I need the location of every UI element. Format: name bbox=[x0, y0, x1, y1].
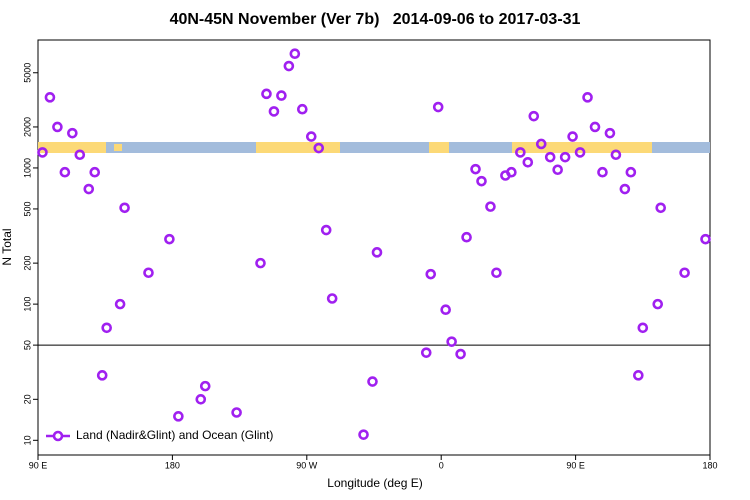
data-point bbox=[552, 164, 563, 176]
y-tick-label: 50 bbox=[22, 340, 32, 350]
land-strip bbox=[256, 142, 340, 153]
y-tick-label: 100 bbox=[22, 297, 32, 312]
x-axis-label: Longitude (deg E) bbox=[327, 476, 422, 490]
data-point bbox=[582, 92, 593, 103]
data-point bbox=[625, 166, 637, 178]
land-strip bbox=[114, 144, 122, 151]
data-point bbox=[420, 347, 432, 358]
data-point bbox=[320, 224, 332, 236]
data-point bbox=[655, 202, 667, 214]
data-point bbox=[297, 103, 308, 115]
land-strip bbox=[429, 142, 449, 153]
legend-marker bbox=[52, 430, 64, 442]
data-point bbox=[44, 92, 56, 103]
data-point bbox=[114, 298, 126, 310]
data-point bbox=[268, 106, 280, 117]
chart-title: 40N-45N November (Ver 7b) 2014-09-06 to … bbox=[170, 11, 581, 28]
data-point bbox=[199, 380, 211, 392]
data-point bbox=[567, 131, 578, 142]
data-point bbox=[633, 370, 644, 381]
data-point bbox=[679, 267, 690, 279]
y-tick-label: 20 bbox=[22, 394, 32, 404]
data-point bbox=[535, 138, 547, 150]
y-tick-label: 500 bbox=[22, 201, 32, 216]
data-point bbox=[432, 101, 444, 113]
data-point bbox=[283, 60, 295, 72]
data-point bbox=[289, 48, 301, 60]
data-point bbox=[358, 429, 369, 440]
data-point bbox=[261, 88, 272, 100]
data-point bbox=[506, 166, 517, 178]
land-ocean-strip bbox=[38, 142, 710, 153]
data-point bbox=[195, 394, 207, 405]
data-point bbox=[305, 131, 317, 142]
y-tick-label: 5000 bbox=[22, 63, 32, 83]
x-tick-label: 180 bbox=[702, 460, 717, 470]
data-point bbox=[470, 163, 481, 175]
data-point bbox=[544, 151, 556, 163]
y-tick-label: 2000 bbox=[22, 117, 32, 137]
data-point bbox=[604, 127, 616, 139]
data-point bbox=[83, 183, 95, 195]
plot-frame bbox=[37, 39, 711, 456]
data-point bbox=[559, 151, 571, 163]
data-point bbox=[67, 127, 78, 139]
data-point bbox=[446, 336, 457, 347]
data-point bbox=[326, 293, 338, 304]
data-point bbox=[276, 90, 287, 101]
data-point bbox=[119, 202, 130, 214]
data-point bbox=[74, 149, 86, 161]
data-point bbox=[440, 304, 451, 316]
x-tick-label: 180 bbox=[165, 460, 180, 470]
data-point bbox=[610, 149, 622, 161]
data-point bbox=[455, 348, 466, 360]
data-point bbox=[173, 411, 184, 422]
data-point bbox=[515, 147, 526, 158]
data-point bbox=[52, 121, 63, 133]
data-point bbox=[528, 110, 540, 122]
data-point bbox=[96, 370, 108, 381]
data-point bbox=[597, 166, 608, 178]
y-axis-label: N Total bbox=[0, 228, 14, 265]
x-tick-label: 90 E bbox=[29, 460, 48, 470]
legend-text: Land (Nadir&Glint) and Ocean (Glint) bbox=[76, 428, 273, 442]
x-tick-label: 90 E bbox=[566, 460, 585, 470]
data-point bbox=[522, 157, 534, 168]
data-point bbox=[371, 247, 383, 258]
data-point bbox=[574, 147, 586, 158]
data-point bbox=[637, 322, 649, 334]
y-tick-label: 1000 bbox=[22, 158, 32, 178]
data-point bbox=[700, 233, 711, 245]
data-point bbox=[59, 166, 71, 178]
data-point bbox=[89, 166, 101, 178]
data-point bbox=[589, 121, 601, 133]
data-point bbox=[476, 175, 487, 187]
data-point bbox=[485, 201, 496, 212]
data-point bbox=[652, 298, 664, 310]
data-point bbox=[491, 267, 502, 279]
data-point bbox=[619, 183, 631, 195]
data-point bbox=[231, 407, 242, 418]
data-point bbox=[143, 267, 154, 279]
y-tick-label: 200 bbox=[22, 256, 32, 271]
land-strip bbox=[38, 142, 106, 153]
data-point bbox=[164, 233, 175, 245]
ocean-strip bbox=[38, 142, 710, 153]
y-tick-label: 10 bbox=[22, 435, 32, 445]
x-tick-label: 0 bbox=[439, 460, 444, 470]
data-point bbox=[367, 376, 378, 387]
data-point bbox=[101, 322, 112, 334]
data-point bbox=[37, 147, 48, 158]
data-point bbox=[461, 231, 472, 243]
data-point bbox=[425, 268, 437, 280]
data-point bbox=[255, 257, 266, 269]
x-tick-label: 90 W bbox=[296, 460, 318, 470]
data-point bbox=[313, 142, 325, 154]
